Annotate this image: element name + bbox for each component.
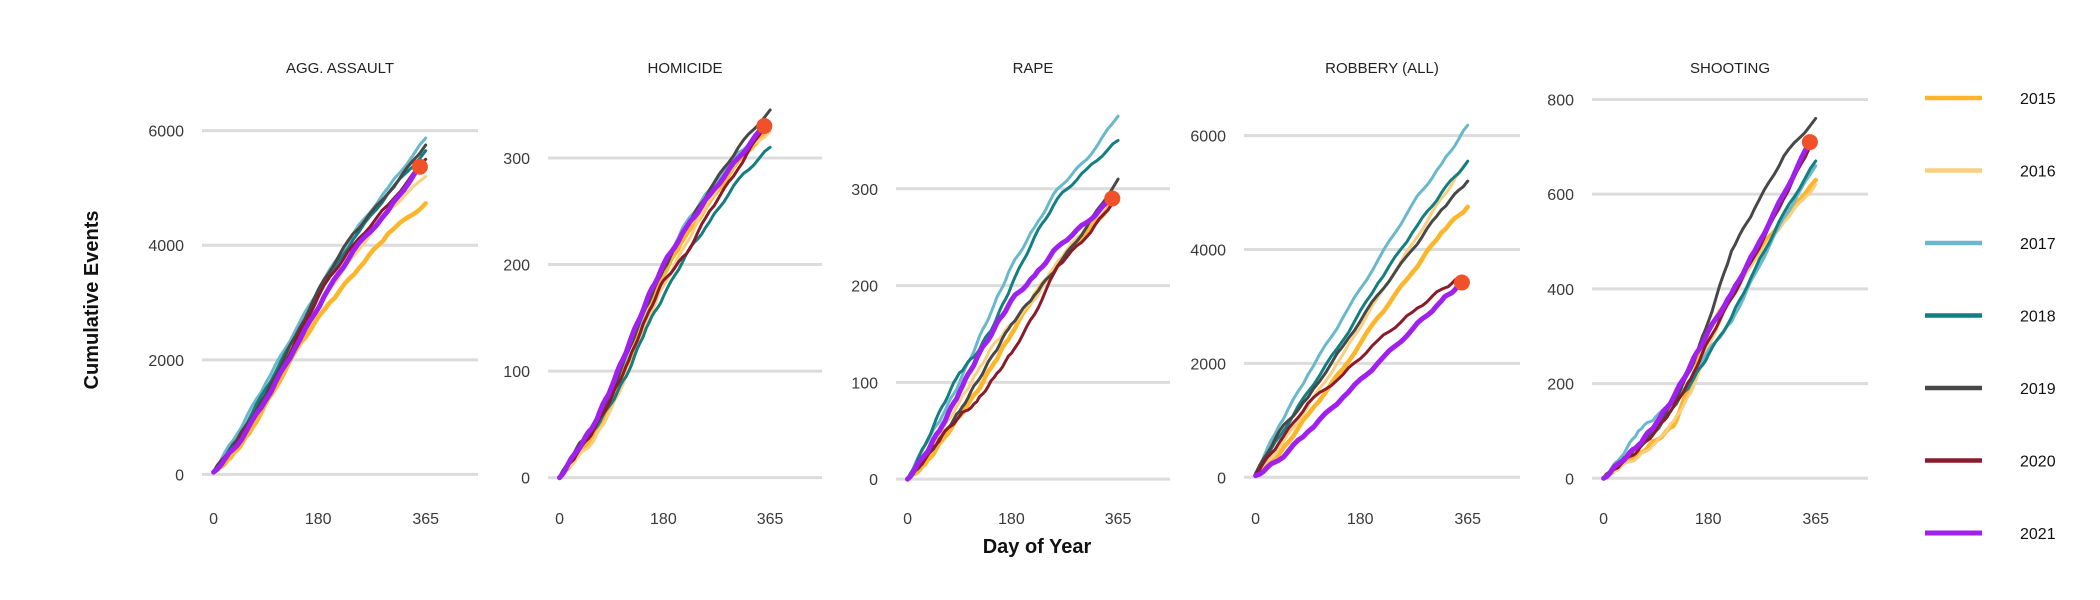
endpoint-marker — [756, 117, 773, 134]
legend-item-2019: 2019 — [1925, 381, 2056, 398]
series-line-2017 — [212, 136, 428, 473]
y-tick-label: 0 — [1217, 470, 1226, 487]
x-tick-label: 0 — [1251, 511, 1260, 528]
panel-title: ROBBERY (ALL) — [1325, 60, 1439, 77]
y-tick-label: 200 — [1547, 377, 1574, 394]
x-tick-label: 180 — [1695, 511, 1722, 528]
x-tick-label: 180 — [998, 511, 1025, 528]
x-tick-label: 0 — [903, 511, 912, 528]
series-line-2020 — [1602, 145, 1812, 480]
x-tick-label: 365 — [1454, 511, 1481, 528]
series-line-2021 — [211, 164, 423, 475]
legend: 2015 2016 2017 2018 2019 2020 2021 — [1925, 91, 2056, 543]
series-line-2019 — [1254, 179, 1470, 476]
y-tick-label: 200 — [851, 279, 878, 296]
panel-title: RAPE — [1013, 60, 1054, 77]
y-tick-label: 400 — [1547, 282, 1574, 299]
series-line-2020 — [906, 201, 1114, 481]
x-tick-label: 0 — [1599, 511, 1608, 528]
x-tick-label: 180 — [1347, 511, 1374, 528]
series-line-2021 — [1253, 280, 1465, 479]
x-tick-label: 180 — [305, 511, 332, 528]
y-tick-label: 300 — [503, 151, 530, 168]
panel-shooting: SHOOTING 0 200 400 600 800 0 180 365 — [1547, 60, 1868, 528]
series-line-2015 — [1253, 204, 1470, 478]
legend-item-2016: 2016 — [1925, 164, 2056, 181]
y-tick-label: 4000 — [1190, 242, 1226, 259]
panel-title: SHOOTING — [1690, 60, 1770, 77]
x-tick-label: 365 — [1802, 511, 1829, 528]
endpoint-marker — [411, 158, 428, 175]
panel-agg-assault: AGG. ASSAULT 0 2000 4000 6000 0 180 365 — [148, 60, 478, 528]
x-tick-label: 365 — [757, 511, 784, 528]
y-tick-label: 0 — [869, 472, 878, 489]
series-line-2017 — [906, 114, 1120, 481]
y-tick-label: 300 — [851, 182, 878, 199]
y-tick-label: 4000 — [148, 238, 184, 255]
series-line-2017 — [1254, 123, 1470, 475]
x-tick-label: 365 — [412, 511, 439, 528]
y-tick-label: 2000 — [148, 353, 184, 370]
legend-item-2020: 2020 — [1925, 454, 2056, 471]
x-axis-title: Day of Year — [983, 536, 1092, 558]
y-tick-label: 6000 — [148, 124, 184, 141]
series-line-2021 — [1601, 139, 1813, 481]
y-tick-label: 0 — [1565, 471, 1574, 488]
legend-item-2015: 2015 — [1925, 91, 2056, 108]
y-tick-label: 800 — [1547, 92, 1574, 109]
x-tick-label: 0 — [555, 511, 564, 528]
series-line-2019 — [1602, 116, 1818, 480]
x-tick-label: 365 — [1105, 511, 1132, 528]
series-line-2016 — [1254, 159, 1470, 476]
legend-label: 2016 — [2020, 164, 2056, 181]
y-tick-label: 2000 — [1190, 356, 1226, 373]
x-tick-label: 180 — [650, 511, 677, 528]
panel-title: HOMICIDE — [648, 60, 723, 77]
legend-label: 2020 — [2020, 454, 2056, 471]
legend-label: 2021 — [2020, 526, 2056, 543]
endpoint-marker — [1801, 134, 1818, 151]
y-tick-label: 600 — [1547, 187, 1574, 204]
y-tick-label: 100 — [851, 375, 878, 392]
series-line-2019 — [212, 143, 428, 473]
series-line-2021 — [557, 123, 767, 481]
y-tick-label: 100 — [503, 364, 530, 381]
legend-item-2021: 2021 — [1925, 526, 2056, 543]
legend-label: 2017 — [2020, 236, 2056, 253]
panel-homicide: HOMICIDE 0 100 200 300 0 180 365 — [503, 60, 822, 528]
x-tick-label: 0 — [209, 511, 218, 528]
panel-title: AGG. ASSAULT — [286, 60, 394, 77]
legend-item-2017: 2017 — [1925, 236, 2056, 253]
series-line-2021 — [905, 196, 1115, 482]
endpoint-marker — [1453, 274, 1470, 291]
panel-robbery-all: ROBBERY (ALL) 0 2000 4000 6000 0 180 365 — [1190, 60, 1520, 528]
y-tick-label: 200 — [503, 258, 530, 275]
y-axis-title: Cumulative Events — [81, 211, 103, 390]
legend-label: 2019 — [2020, 381, 2056, 398]
legend-label: 2015 — [2020, 91, 2056, 108]
endpoint-marker — [1104, 190, 1121, 207]
series-line-2020 — [1254, 275, 1464, 476]
panel-rape: RAPE 0 100 200 300 0 180 365 — [851, 60, 1170, 528]
y-tick-label: 6000 — [1190, 129, 1226, 146]
legend-label: 2018 — [2020, 309, 2056, 326]
series-line-2018 — [1254, 159, 1470, 476]
y-tick-label: 0 — [521, 471, 530, 488]
y-tick-label: 0 — [175, 467, 184, 484]
legend-item-2018: 2018 — [1925, 309, 2056, 326]
series-line-2016 — [1602, 183, 1818, 480]
series-line-2020 — [558, 124, 766, 480]
